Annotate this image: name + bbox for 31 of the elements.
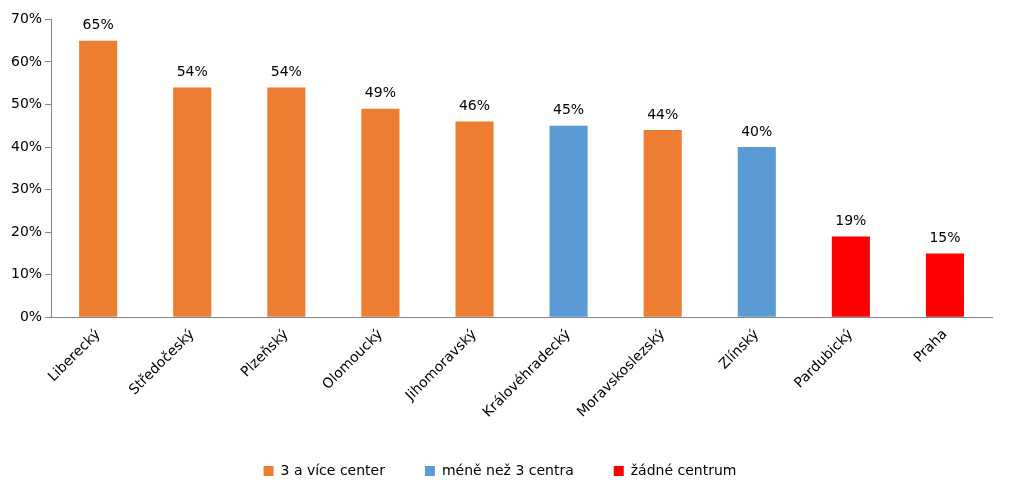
legend-label: žádné centrum (630, 461, 737, 478)
y-tick-label: 50% (10, 95, 43, 112)
legend-label: 3 a více center (280, 461, 386, 478)
bar (79, 40, 118, 317)
y-tick-label: 0% (19, 307, 43, 324)
data-label: 49% (364, 84, 396, 101)
bar (361, 108, 400, 317)
y-tick-label: 10% (10, 265, 43, 282)
y-tick-label: 60% (10, 52, 43, 69)
bar (925, 253, 965, 317)
bar (173, 87, 212, 317)
data-label: 54% (176, 63, 208, 80)
y-tick-label: 40% (10, 137, 43, 154)
y-tick-label: 20% (10, 222, 43, 239)
data-label: 40% (741, 122, 773, 139)
bar (455, 121, 494, 317)
data-label: 44% (647, 105, 679, 122)
data-label: 15% (929, 229, 961, 246)
bar (737, 147, 776, 317)
data-label: 19% (835, 212, 867, 229)
data-label: 46% (458, 97, 491, 114)
data-label: 65% (82, 16, 114, 33)
bar (643, 130, 682, 317)
y-tick-label: 30% (10, 180, 43, 197)
data-label: 45% (553, 101, 585, 118)
bar (549, 125, 588, 317)
legend-label: méně než 3 centra (441, 461, 574, 478)
bar (831, 236, 870, 317)
bar (267, 87, 306, 317)
data-label: 54% (270, 63, 302, 80)
y-tick-label: 70% (10, 10, 43, 27)
